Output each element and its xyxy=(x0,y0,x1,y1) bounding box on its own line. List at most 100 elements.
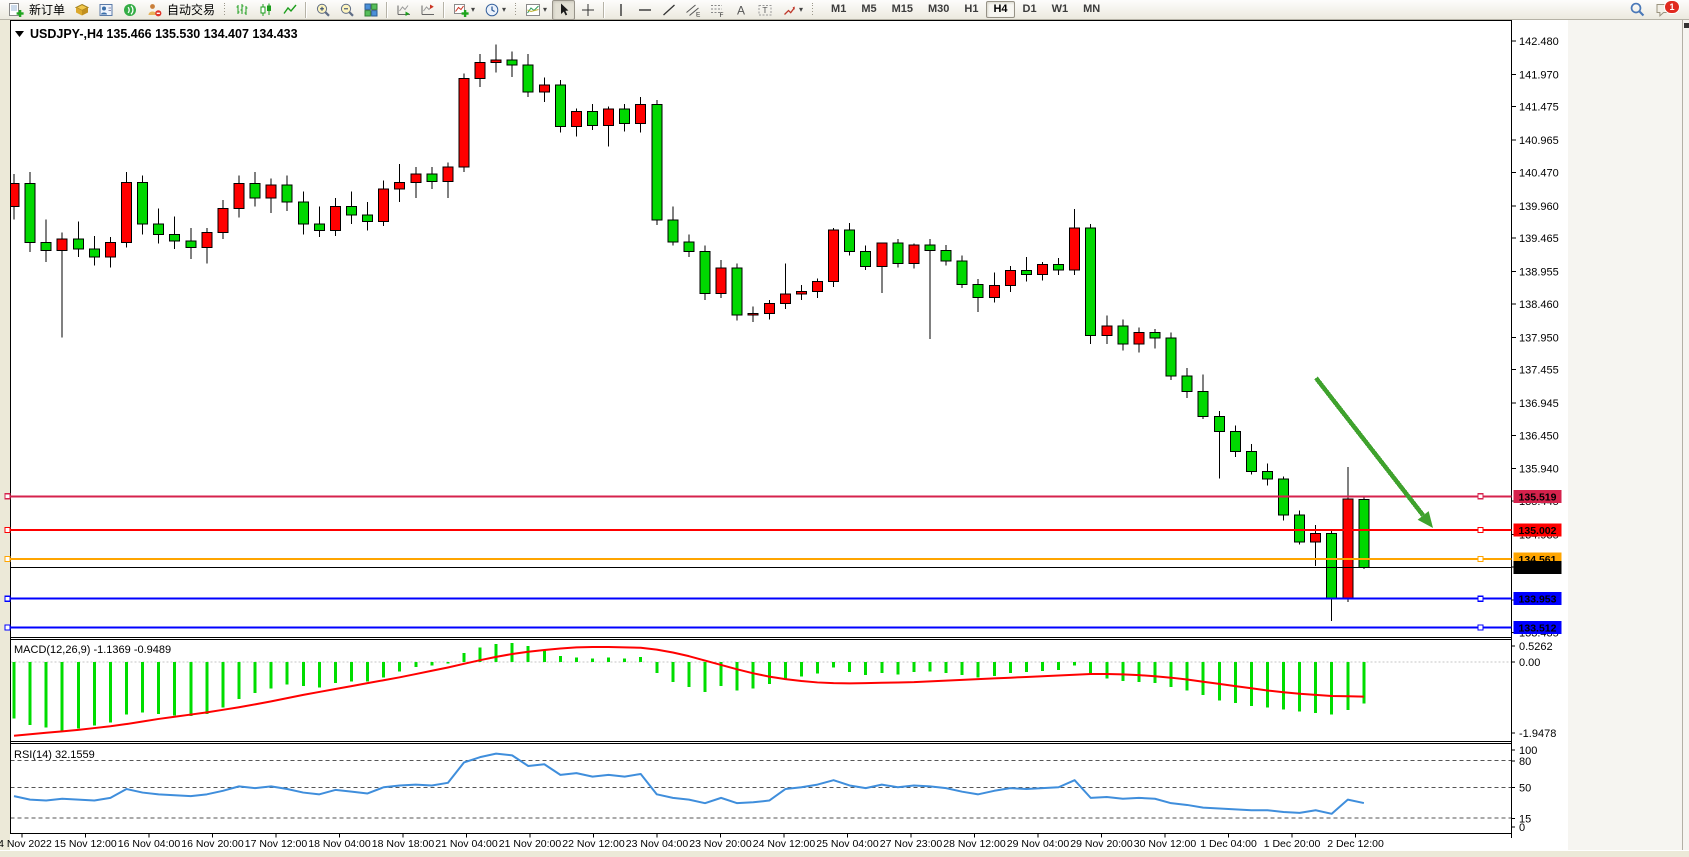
svg-text:133.512: 133.512 xyxy=(1519,623,1557,635)
autotrading-label[interactable]: 自动交易 xyxy=(167,3,216,17)
market-watch-button[interactable] xyxy=(70,0,93,20)
svg-text:140.470: 140.470 xyxy=(1519,167,1559,179)
toolbar-right: 1 xyxy=(1626,0,1685,20)
svg-text:27 Nov 23:00: 27 Nov 23:00 xyxy=(880,838,943,850)
svg-text:137.455: 137.455 xyxy=(1519,365,1559,377)
svg-text:141.970: 141.970 xyxy=(1519,69,1559,81)
collapse-triangle-icon[interactable] xyxy=(15,31,24,37)
candlestick-chart-button[interactable] xyxy=(254,0,277,20)
svg-text:50: 50 xyxy=(1519,783,1531,795)
horizontal-line-135.002[interactable]: 135.002 xyxy=(4,523,1562,538)
svg-text:138.460: 138.460 xyxy=(1519,299,1559,311)
new-order-button[interactable] xyxy=(4,0,27,20)
toolbar-separator xyxy=(386,1,389,18)
trend-arrow-annotation[interactable] xyxy=(1314,376,1433,528)
fibonacci-tool-button[interactable]: F xyxy=(705,0,728,20)
svg-text:18 Nov 04:00: 18 Nov 04:00 xyxy=(308,838,371,850)
chart-shift-icon xyxy=(421,4,434,15)
timeframe-m5-button[interactable]: M5 xyxy=(861,3,877,15)
add-indicator-caret[interactable]: ▾ xyxy=(471,5,476,14)
zoom-out-button[interactable] xyxy=(335,0,358,20)
bar-chart-button[interactable] xyxy=(230,0,253,20)
horizontal-line-icon xyxy=(638,8,651,11)
auto-scroll-icon xyxy=(397,4,410,16)
signal-icon xyxy=(123,3,136,16)
search-button[interactable] xyxy=(1626,0,1649,20)
arrow-objects-caret[interactable]: ▾ xyxy=(799,5,804,14)
timeframe-h4-button[interactable]: H4 xyxy=(986,1,1015,18)
svg-text:0.5262: 0.5262 xyxy=(1519,641,1553,653)
horizontal-line-133.953[interactable]: 133.953 xyxy=(4,592,1562,606)
svg-text:1 Dec 20:00: 1 Dec 20:00 xyxy=(1264,838,1321,850)
svg-text:T: T xyxy=(762,5,767,15)
timeframe-mn-button[interactable]: MN xyxy=(1083,3,1101,15)
text-label-icon: T xyxy=(758,4,772,15)
text-icon: A xyxy=(737,3,745,17)
candlestick-chart-icon xyxy=(260,3,271,16)
timeframe-w1-button[interactable]: W1 xyxy=(1051,3,1069,15)
chat-button[interactable]: 1 xyxy=(1655,0,1680,19)
equidistant-channel-tool-button[interactable]: E xyxy=(681,0,704,20)
svg-text:142.480: 142.480 xyxy=(1519,36,1559,48)
price-axis: 142.480 141.970 141.475 140.965 140.470 139.9… xyxy=(1511,36,1559,640)
templates-button[interactable] xyxy=(521,0,544,20)
equidistant-channel-icon: E xyxy=(685,4,701,18)
svg-text:14 Nov 2022: 14 Nov 2022 xyxy=(0,838,52,850)
svg-text:0: 0 xyxy=(1519,822,1525,834)
templates-caret[interactable]: ▾ xyxy=(543,5,548,14)
chart-canvas[interactable]: USDJPY-,H4 135.466 135.530 134.407 134.4… xyxy=(0,20,1689,857)
cursor-icon xyxy=(560,3,568,15)
macd-indicator-label: MACD(12,26,9) -1.1369 -0.9489 xyxy=(14,644,171,656)
periods-caret[interactable]: ▾ xyxy=(502,5,507,14)
new-order-label[interactable]: 新订单 xyxy=(29,3,66,17)
timeframe-d1-button[interactable]: D1 xyxy=(1022,3,1037,15)
chart-shift-button[interactable] xyxy=(416,0,439,20)
auto-scroll-button[interactable] xyxy=(392,0,415,20)
autotrading-button[interactable] xyxy=(142,0,165,20)
svg-text:134.433: 134.433 xyxy=(1519,562,1557,574)
templates-icon xyxy=(525,3,540,16)
vertical-line-tool-button[interactable] xyxy=(609,0,632,20)
svg-text:136.450: 136.450 xyxy=(1519,430,1559,442)
horizontal-line-135.519[interactable]: 135.519 xyxy=(4,489,1562,504)
arrow-objects-icon xyxy=(783,6,795,15)
toolbar-grip xyxy=(514,2,518,17)
horizontal-line-tool-button[interactable] xyxy=(633,0,656,20)
timeframe-m1-button[interactable]: M1 xyxy=(831,3,847,15)
line-chart-button[interactable] xyxy=(278,0,301,20)
toolbar-grip xyxy=(811,2,815,17)
trendline-icon xyxy=(662,4,675,15)
trendline-tool-button[interactable] xyxy=(657,0,680,20)
svg-text:139.465: 139.465 xyxy=(1519,233,1559,245)
svg-text:135.940: 135.940 xyxy=(1519,464,1559,476)
arrow-objects-button[interactable] xyxy=(777,0,800,20)
svg-text:23 Nov 04:00: 23 Nov 04:00 xyxy=(626,838,689,850)
zoom-in-button[interactable] xyxy=(311,0,334,20)
timeframe-h1-button[interactable]: H1 xyxy=(964,3,979,15)
notification-badge: 1 xyxy=(1664,0,1680,14)
timeframe-m30-button[interactable]: M30 xyxy=(928,3,950,15)
signals-button[interactable] xyxy=(118,0,141,20)
cursor-tool-button[interactable] xyxy=(552,0,576,20)
tile-windows-button[interactable] xyxy=(359,0,382,20)
add-indicator-button[interactable] xyxy=(449,0,472,20)
main-toolbar: 新订单 自动交易 xyxy=(0,0,1689,20)
svg-text:133.953: 133.953 xyxy=(1519,594,1557,606)
svg-text:E: E xyxy=(696,11,701,18)
svg-text:28 Nov 12:00: 28 Nov 12:00 xyxy=(943,838,1006,850)
svg-text:21 Nov 20:00: 21 Nov 20:00 xyxy=(499,838,562,850)
periods-icon xyxy=(485,3,498,16)
periods-button[interactable] xyxy=(480,0,503,20)
svg-text:24 Nov 12:00: 24 Nov 12:00 xyxy=(753,838,816,850)
horizontal-line-133.512[interactable]: 133.512 xyxy=(4,621,1562,635)
pane-borders xyxy=(10,20,1512,838)
text-label-tool-button[interactable]: T xyxy=(753,0,776,20)
svg-text:135.002: 135.002 xyxy=(1519,525,1557,537)
text-tool-button[interactable]: A xyxy=(729,0,752,20)
rsi-line xyxy=(13,752,1365,815)
svg-text:17 Nov 12:00: 17 Nov 12:00 xyxy=(245,838,308,850)
crosshair-tool-button[interactable] xyxy=(576,0,599,20)
profiles-button[interactable] xyxy=(94,0,117,20)
svg-text:135.519: 135.519 xyxy=(1519,491,1557,503)
timeframe-m15-button[interactable]: M15 xyxy=(891,3,913,15)
